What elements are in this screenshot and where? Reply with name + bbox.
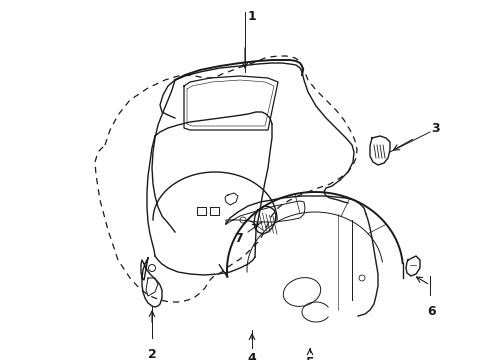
Text: 2: 2 [147,348,156,360]
Text: 7: 7 [234,231,243,244]
Text: 6: 6 [428,305,436,318]
Text: 4: 4 [247,352,256,360]
Text: 1: 1 [248,10,257,23]
Text: 3: 3 [431,122,440,135]
Text: 5: 5 [306,356,315,360]
